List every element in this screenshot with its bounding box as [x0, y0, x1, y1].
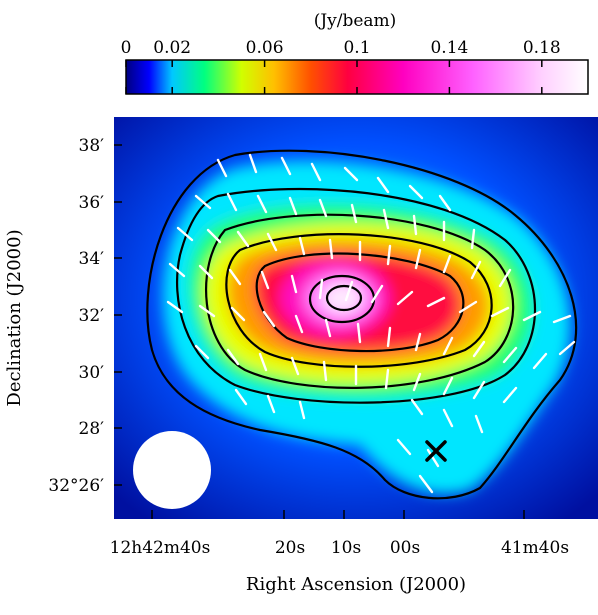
- x-tick-label: 41m40s: [501, 538, 569, 558]
- y-tick-label: 28′: [79, 419, 105, 439]
- x-tick-label: 10s: [331, 538, 361, 558]
- x-tick-labels: 12h42m40s 20s 10s 00s 41m40s: [110, 538, 569, 558]
- colorbar-tick-labels: 0 0.02 0.06 0.1 0.14 0.18: [121, 38, 561, 58]
- y-tick-label: 36′: [79, 193, 105, 213]
- colorbar-tick-label: 0: [121, 38, 132, 58]
- colorbar-tick-label: 0.18: [523, 38, 561, 58]
- y-tick-labels: 38′ 36′ 34′ 32′ 30′ 28′ 32°26′: [48, 136, 104, 496]
- x-tick-label: 20s: [275, 538, 305, 558]
- polarization-vectors: [166, 153, 576, 494]
- beam-circle: [133, 431, 211, 509]
- y-tick-label: 34′: [79, 249, 105, 269]
- map-frame: [114, 144, 525, 519]
- colorbar-tick-label: 0.14: [430, 38, 468, 58]
- colorbar-tick-label: 0.06: [246, 38, 284, 58]
- y-tick-label: 32′: [79, 306, 105, 326]
- y-tick-label: 32°26′: [48, 476, 104, 496]
- colorbar-tick-label: 0.1: [343, 38, 370, 58]
- intensity-map: [114, 117, 598, 519]
- y-axis-label: Declination (J2000): [4, 229, 25, 406]
- colorbar-ticks: [125, 60, 543, 94]
- y-tick-label: 30′: [79, 363, 105, 383]
- x-tick-label: 00s: [390, 538, 420, 558]
- x-axis-label: Right Ascension (J2000): [246, 574, 466, 595]
- colorbar: (Jy/beam) 0 0.02 0.06 0.1 0.14 0.18: [121, 11, 589, 95]
- colorbar-unit-label: (Jy/beam): [314, 11, 397, 31]
- x-tick-label: 12h42m40s: [110, 538, 211, 558]
- cross-marker: [425, 440, 447, 462]
- y-tick-label: 38′: [79, 136, 105, 156]
- colorbar-tick-label: 0.02: [153, 38, 191, 58]
